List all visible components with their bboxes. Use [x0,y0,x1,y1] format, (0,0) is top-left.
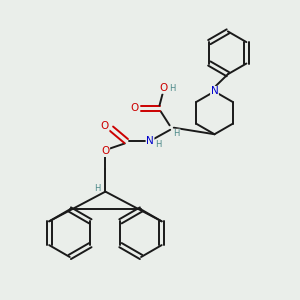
Text: O: O [101,121,109,131]
Text: H: H [169,84,176,93]
Text: O: O [160,83,168,93]
Text: N: N [146,136,154,146]
Text: O: O [130,103,139,113]
Text: H: H [94,184,100,193]
Text: H: H [155,140,161,149]
Text: N: N [211,86,218,96]
Text: H: H [174,129,180,138]
Text: O: O [101,146,110,157]
